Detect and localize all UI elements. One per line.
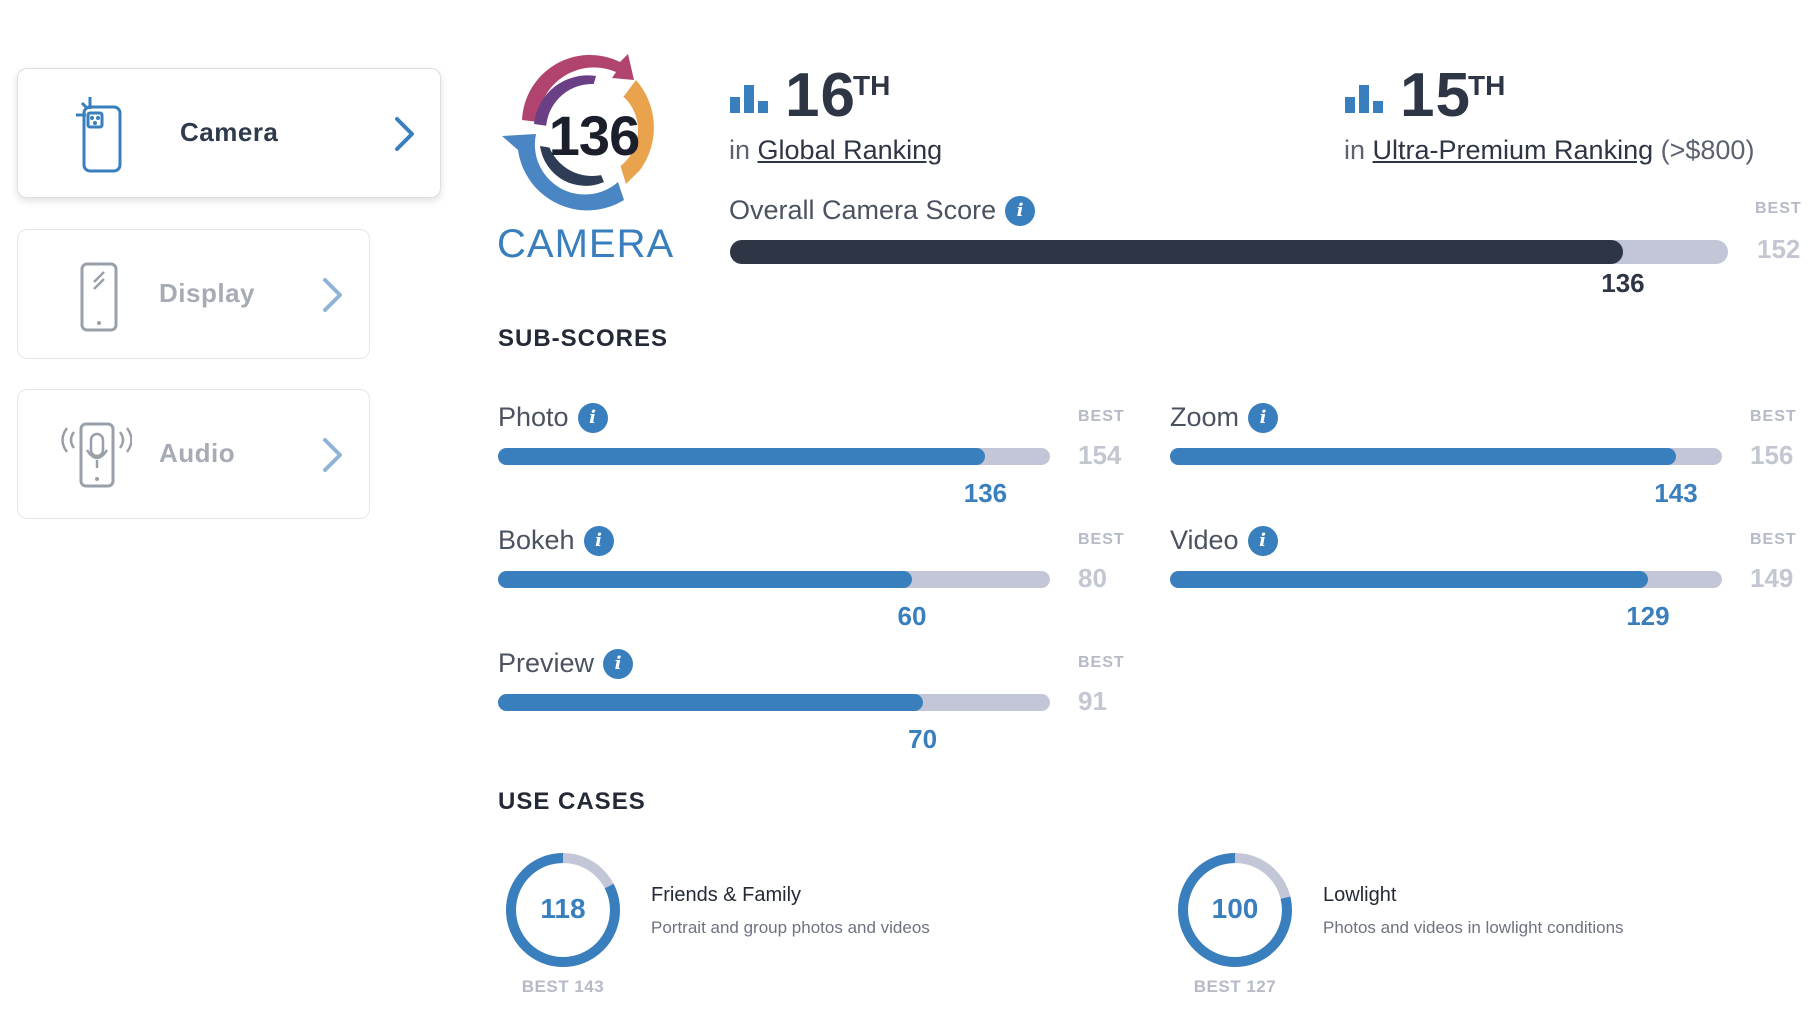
subscore-bokeh-title: Bokeh i	[498, 525, 614, 556]
premium-rank-suffix: TH	[1468, 70, 1506, 101]
sidebar-item-audio[interactable]: Audio	[17, 389, 370, 519]
overall-score-label: Overall Camera Score	[729, 195, 997, 225]
camera-score-badge	[502, 54, 654, 211]
subscore-value: 70	[908, 724, 938, 754]
camera-badge-title: CAMERA	[497, 222, 675, 266]
subscore-value: 60	[897, 601, 927, 631]
chevron-right-icon	[395, 117, 414, 151]
subscore-value: 136	[963, 478, 1008, 508]
subscore-label: Zoom	[1170, 402, 1240, 432]
subscore-zoom-track	[1170, 448, 1722, 465]
subscore-preview-fill	[498, 694, 923, 711]
subscore-best-value: 156	[1750, 440, 1794, 470]
subscore-best-label: BEST	[1750, 531, 1797, 548]
sidebar-item-label: Display	[159, 278, 255, 308]
chevron-right-icon	[323, 438, 342, 472]
subscore-video-fill	[1170, 571, 1648, 588]
subscore-zoom-fill	[1170, 448, 1676, 465]
subscore-best-label: BEST	[1078, 531, 1125, 548]
info-icon[interactable]: i	[1248, 402, 1279, 433]
subscore-best-value: 154	[1078, 440, 1122, 470]
overall-score-title: Overall Camera Score i	[729, 195, 1036, 226]
subscore-best-value: 91	[1078, 686, 1107, 716]
subscore-bokeh-fill	[498, 571, 912, 588]
subscore-value: 143	[1654, 478, 1698, 508]
subscore-best-label: BEST	[1078, 654, 1125, 671]
sidebar-item-label: Camera	[180, 117, 279, 147]
info-icon[interactable]: i	[577, 402, 608, 433]
sidebar-item-label: Audio	[159, 438, 236, 468]
use-case-score: 100	[1211, 893, 1259, 924]
info-icon[interactable]: i	[603, 648, 634, 679]
use-case-best: BEST 127	[1193, 977, 1277, 996]
subscore-photo-fill	[498, 448, 986, 465]
ranking-bars-icon	[730, 85, 768, 113]
global-ranking-line: in Global Ranking	[729, 135, 942, 166]
use-case-description: Photos and videos in lowlight conditions	[1323, 918, 1624, 937]
subscore-value: 129	[1626, 601, 1670, 631]
info-icon[interactable]: i	[583, 525, 614, 556]
use-case-title: Lowlight	[1323, 884, 1397, 906]
global-rank-suffix: TH	[853, 70, 891, 101]
use-case-best: BEST 143	[521, 977, 605, 996]
overall-best-value: 152	[1757, 234, 1801, 264]
subscore-photo-title: Photo i	[498, 402, 608, 433]
premium-rank-number: 15	[1400, 61, 1471, 130]
ranking-bars-icon	[1345, 85, 1383, 113]
subscore-preview-track	[498, 694, 1050, 711]
subscore-best-value: 149	[1750, 563, 1794, 593]
subscores-heading: SUB-SCORES	[498, 325, 669, 352]
info-icon[interactable]: i	[1247, 525, 1278, 556]
subscore-best-label: BEST	[1078, 408, 1125, 425]
overall-score-value: 136	[1601, 268, 1645, 298]
donut-fill	[1178, 853, 1292, 967]
global-rank-number: 16	[785, 61, 856, 130]
premium-ranking-link[interactable]: Ultra-Premium Ranking	[1372, 135, 1654, 165]
phone-audio-icon	[61, 422, 132, 488]
subscore-preview-title: Preview i	[498, 648, 634, 679]
phone-display-icon	[80, 262, 118, 332]
overall-score-fill	[730, 240, 1623, 264]
subscore-label: Preview	[498, 648, 595, 678]
use-cases-heading: USE CASES	[498, 788, 646, 815]
subscore-best-label: BEST	[1750, 408, 1797, 425]
overall-score-track	[730, 240, 1728, 264]
overall-best-label: BEST	[1755, 200, 1802, 217]
phone-camera-icon	[76, 97, 122, 173]
info-icon[interactable]: i	[1005, 195, 1036, 226]
sidebar-item-camera[interactable]: Camera	[17, 68, 441, 198]
friends-family-donut	[506, 853, 620, 967]
subscore-bokeh-track	[498, 571, 1050, 588]
use-case-title: Friends & Family	[651, 884, 802, 906]
global-ranking-prefix: in	[729, 135, 751, 165]
subscore-label: Photo	[498, 402, 569, 432]
lowlight-donut	[1178, 853, 1292, 967]
chevron-right-icon	[323, 278, 342, 312]
subscore-label: Video	[1170, 525, 1239, 555]
subscore-video-track	[1170, 571, 1722, 588]
subscore-zoom-title: Zoom i	[1170, 402, 1279, 433]
donut-fill	[506, 853, 620, 967]
use-case-score: 118	[540, 893, 586, 924]
subscore-video-title: Video i	[1170, 525, 1278, 556]
premium-ranking-price: (>$800)	[1660, 135, 1755, 165]
subscore-photo-track	[498, 448, 1050, 465]
global-ranking-link[interactable]: Global Ranking	[757, 135, 943, 165]
subscore-best-value: 80	[1078, 563, 1107, 593]
sidebar-item-display[interactable]: Display	[17, 229, 370, 359]
use-case-description: Portrait and group photos and videos	[651, 918, 930, 937]
premium-ranking-prefix: in	[1344, 135, 1366, 165]
premium-ranking-line: in Ultra-Premium Ranking (>$800)	[1344, 135, 1754, 166]
subscore-label: Bokeh	[498, 525, 575, 555]
camera-score-value: 136	[548, 104, 640, 167]
